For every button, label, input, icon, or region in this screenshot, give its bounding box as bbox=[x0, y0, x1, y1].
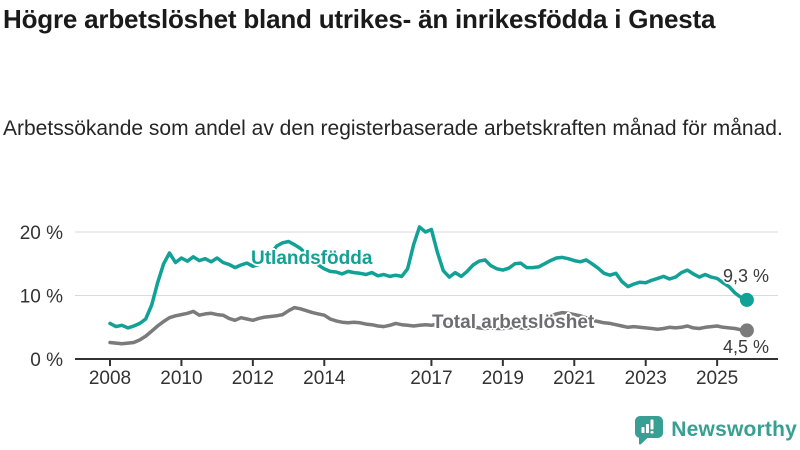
line-utlandsfodda-end-dot bbox=[739, 292, 754, 307]
y-axis-label: 0 % bbox=[30, 350, 63, 371]
chart-subtitle: Arbetssökande som andel av den registerb… bbox=[3, 117, 783, 140]
x-axis-label: 2012 bbox=[232, 368, 274, 389]
x-axis-label: 2025 bbox=[696, 368, 738, 389]
x-axis-label: 2023 bbox=[625, 368, 667, 389]
y-axis-label: 10 % bbox=[20, 287, 63, 308]
newsworthy-wordmark: Newsworthy bbox=[671, 417, 797, 441]
x-axis-label: 2008 bbox=[89, 368, 131, 389]
x-axis-label: 2010 bbox=[160, 368, 202, 389]
x-axis-label: 2021 bbox=[553, 368, 595, 389]
line-utlandsfodda bbox=[108, 225, 749, 330]
end-value-label-total: 4,5 % bbox=[722, 337, 769, 357]
end-value-label-utlandsfodda: 9,3 % bbox=[722, 266, 769, 286]
line-total-arbetsloshet bbox=[108, 305, 749, 346]
x-axis-label: 2019 bbox=[482, 368, 524, 389]
line-total-arbetsloshet-end-dot bbox=[739, 323, 754, 338]
series-label-utlandsfodda: Utlandsfödda bbox=[251, 248, 373, 269]
y-axis-label: 20 % bbox=[20, 223, 63, 244]
series-label-total-arbetsloshet: Total arbetslöshet bbox=[432, 312, 595, 333]
x-axis-label: 2017 bbox=[410, 368, 452, 389]
page-title: Högre arbetslöshet bland utrikes- än inr… bbox=[3, 4, 716, 34]
x-axis-label: 2014 bbox=[303, 368, 346, 389]
newsworthy-logo: Newsworthy bbox=[634, 414, 797, 445]
bar-chart-speech-bubble-icon bbox=[635, 416, 664, 445]
